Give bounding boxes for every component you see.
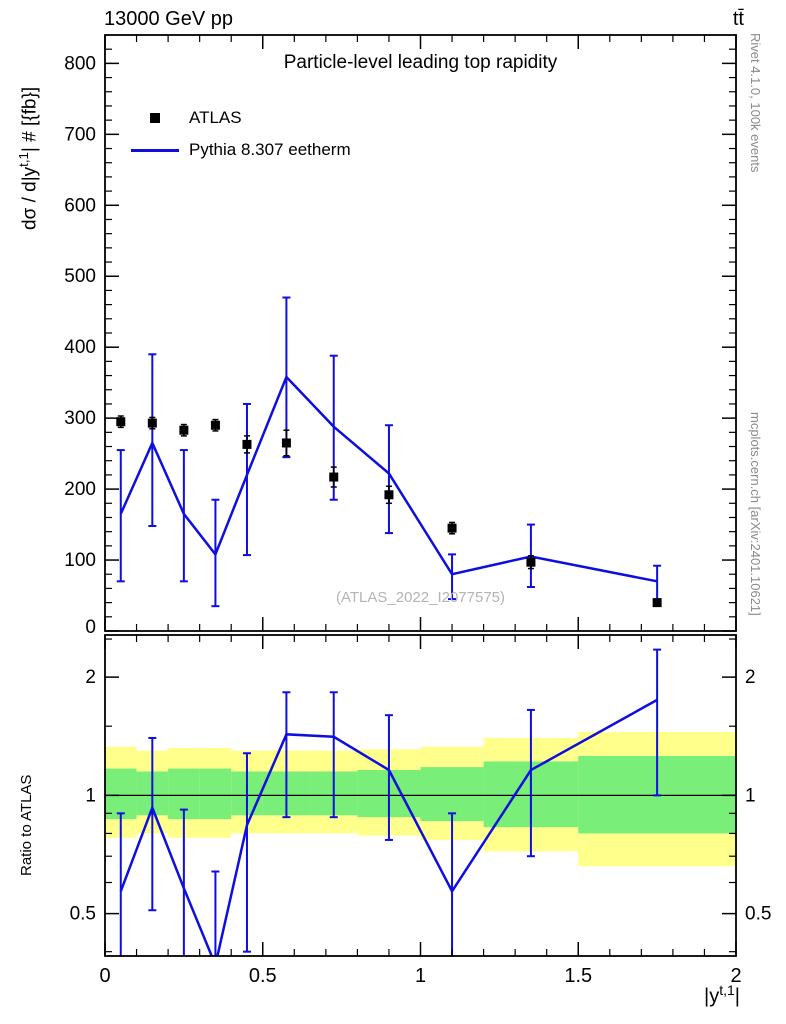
legend: ATLAS Pythia 8.307 eetherm [128,102,351,166]
atlas-square-marker [150,113,160,123]
plot-title: Particle-level leading top rapidity [283,52,558,73]
svg-text:1: 1 [85,785,96,806]
x-label-prefix: |y [704,985,720,1008]
svg-text:0.5: 0.5 [745,904,771,925]
legend-item-pythia: Pythia 8.307 eetherm [128,134,351,166]
rivet-version-note: Rivet 4.1.0, 100k events [748,33,763,173]
main-y-axis-label: dσ / d|yt,1| # [{fb}] [16,87,41,230]
ratio-line [119,698,658,956]
pythia-marker-cell [128,148,182,152]
svg-text:0.5: 0.5 [70,904,96,925]
atlas-data-point [281,438,291,448]
atlas-data-point [179,425,189,435]
atlas-data-point [116,417,126,427]
ratio-y-axis-label: Ratio to ATLAS [18,774,35,876]
legend-item-atlas: ATLAS [128,102,351,134]
atlas-data-point [242,439,252,449]
ratio-series [116,648,662,956]
main-y-label-suffix: | # [{fb}] [19,86,41,153]
main-series [116,296,662,608]
pythia-line [119,374,658,583]
svg-text:700: 700 [64,124,96,145]
svg-text:200: 200 [64,479,96,500]
svg-text:100: 100 [64,550,96,571]
svg-text:500: 500 [64,266,96,287]
atlas-data-point [526,557,536,567]
process-label: tt̄ [732,8,744,30]
x-label-suffix: | [734,985,740,1008]
x-axis-label: |yt,1| [556,982,740,1009]
atlas-data-point [210,420,220,430]
svg-text:1: 1 [415,965,426,987]
svg-text:2: 2 [745,667,756,688]
svg-text:0: 0 [85,617,96,638]
svg-text:0: 0 [99,965,110,987]
svg-text:2: 2 [85,667,96,688]
atlas-data-point [384,490,394,500]
main-y-label-sup: t,1 [16,152,31,167]
atlas-marker-cell [128,113,182,123]
analysis-watermark: (ATLAS_2022_I2077575) [335,589,505,606]
x-label-sup: t,1 [719,982,735,998]
pythia-line-marker [131,148,179,152]
ratio-uncertainty-bands [105,731,736,867]
atlas-data-point [652,598,662,608]
svg-text:1.5: 1.5 [564,965,592,987]
atlas-data-point [147,418,157,428]
mcplots-reference-note: mcplots.cern.ch [arXiv:2401.10621] [748,412,763,616]
svg-text:800: 800 [64,53,96,74]
beam-energy-label: 13000 GeV pp [104,8,233,30]
svg-text:2: 2 [730,965,741,987]
main-y-label-prefix: dσ / d|y [19,166,41,230]
atlas-data-point [447,523,457,533]
legend-label-atlas: ATLAS [189,108,242,127]
atlas-data-point [329,472,339,482]
svg-text:0.5: 0.5 [249,965,277,987]
svg-text:400: 400 [64,337,96,358]
svg-text:600: 600 [64,195,96,216]
legend-label-pythia: Pythia 8.307 eetherm [189,140,351,159]
svg-text:1: 1 [745,785,756,806]
svg-text:300: 300 [64,408,96,429]
